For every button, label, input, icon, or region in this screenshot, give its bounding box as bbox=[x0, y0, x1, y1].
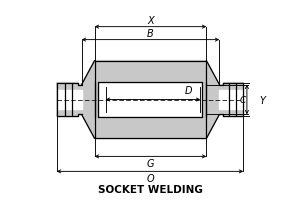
Text: B: B bbox=[147, 29, 154, 39]
Polygon shape bbox=[57, 61, 243, 139]
Text: C: C bbox=[239, 96, 246, 104]
Text: D: D bbox=[185, 85, 192, 95]
Text: Y: Y bbox=[260, 95, 266, 105]
Text: SOCKET WELDING: SOCKET WELDING bbox=[98, 184, 203, 194]
Text: O: O bbox=[146, 173, 154, 183]
Text: X: X bbox=[147, 16, 154, 26]
Text: G: G bbox=[147, 159, 154, 169]
